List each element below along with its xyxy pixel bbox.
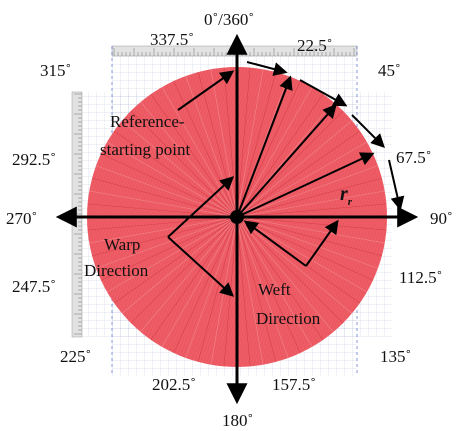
weft-label-line2: Direction	[256, 309, 321, 328]
thread-ray	[236, 216, 383, 285]
thread-ray	[91, 149, 238, 218]
thread-ray	[144, 216, 238, 349]
thread-ray	[236, 216, 305, 363]
thread-ray	[236, 136, 376, 218]
angle-label-337: 337.5˚	[150, 30, 194, 49]
thread-ray	[156, 78, 238, 218]
thread-ray	[105, 124, 238, 218]
angle-label-90: 90˚	[430, 209, 453, 228]
angle-label-292: 292.5˚	[12, 150, 56, 169]
arc-dash-arrow	[388, 159, 405, 211]
arc-dash-arrow	[246, 61, 288, 76]
weft-arrow-right	[305, 219, 339, 267]
angle-label-247: 247.5˚	[12, 277, 56, 296]
angle-label-270: 270˚	[6, 209, 37, 228]
thread-ray	[98, 216, 238, 298]
warp-arrow-down	[167, 236, 235, 297]
radius-arrow-67	[236, 152, 375, 218]
thread-ray	[236, 216, 318, 356]
thread-ray	[98, 136, 238, 218]
arc-dash-arrow	[299, 79, 348, 107]
thread-ray	[133, 94, 238, 218]
arc-dash-arrow	[351, 114, 385, 148]
thread-ray	[156, 216, 238, 356]
angle-label-112: 112.5˚	[399, 268, 442, 287]
thread-ray	[236, 216, 330, 349]
thread-ray	[105, 216, 238, 310]
thread-ray	[236, 216, 341, 340]
thread-ray	[169, 71, 238, 218]
ruler-left	[71, 91, 83, 338]
thread-ray	[236, 71, 305, 218]
reference-pointer	[177, 70, 235, 111]
angle-label-0: 0˚/360˚	[204, 10, 254, 29]
warp-label-line2: Direction	[84, 261, 149, 280]
angle-label-22: 22.5˚	[297, 36, 332, 55]
thread-ray	[236, 216, 351, 331]
radius-arrow-22	[236, 75, 293, 218]
reference-label-line2: starting point	[100, 140, 190, 159]
thread-ray	[114, 216, 238, 321]
thread-ray	[236, 85, 330, 218]
thread-ray	[144, 85, 238, 218]
thread-ray	[133, 216, 238, 340]
angle-label-225: 225˚	[60, 347, 91, 366]
ruler-ticks-left	[74, 93, 82, 335]
thread-ray	[236, 113, 360, 218]
warp-label-line1: Warp	[104, 235, 140, 254]
angle-label-315: 315˚	[40, 61, 71, 80]
thread-ray	[123, 216, 238, 331]
angle-label-202: 202.5˚	[152, 375, 196, 394]
thread-ray	[236, 124, 369, 218]
thread-ray	[236, 216, 376, 298]
angle-label-157: 157.5˚	[272, 375, 316, 394]
angle-label-67: 67.5˚	[396, 148, 431, 167]
thread-ray	[236, 103, 351, 218]
weft-label-line1: Weft	[258, 280, 291, 299]
radius-label: rr	[340, 183, 353, 208]
weft-arrow-left	[243, 220, 307, 267]
thread-ray	[123, 103, 238, 218]
angle-label-135: 135˚	[380, 347, 411, 366]
thread-ray	[169, 216, 238, 363]
radius-arrow-45	[236, 103, 337, 218]
angle-label-45: 45˚	[378, 61, 401, 80]
thread-ray	[114, 113, 238, 218]
angle-label-180: 180˚	[222, 411, 253, 430]
thread-ray	[91, 216, 238, 285]
reference-label-line1: Reference-	[110, 112, 185, 131]
warp-arrow-up	[167, 176, 235, 238]
thread-ray	[236, 78, 318, 218]
